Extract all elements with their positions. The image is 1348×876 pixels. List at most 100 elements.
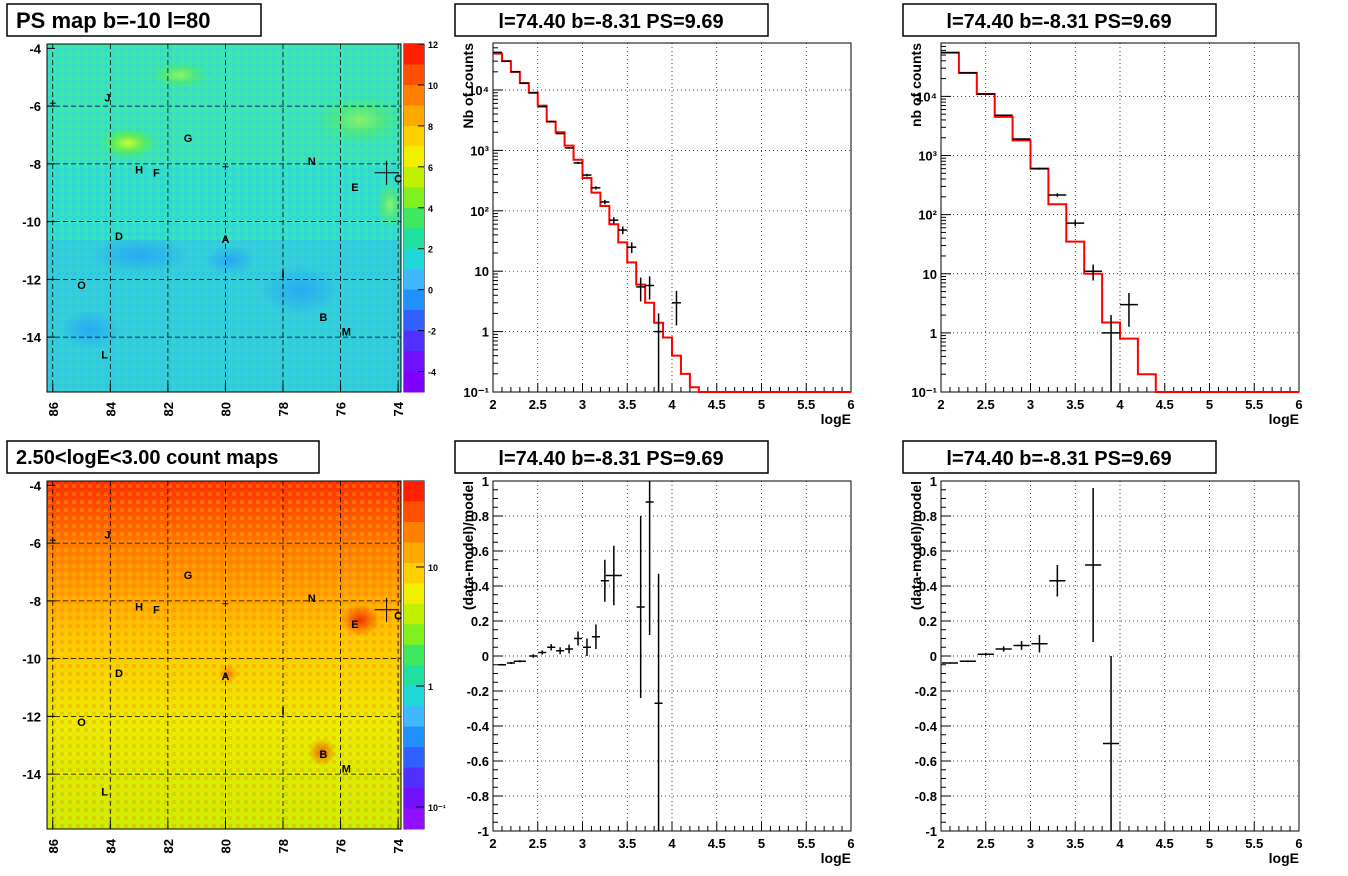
map-source-label: A bbox=[221, 671, 229, 683]
plot-x-tick-label: 3.5 bbox=[618, 836, 636, 851]
colorbar-segment bbox=[404, 330, 424, 352]
map-source-labels: J G N H F C E D A I O B M L bbox=[49, 529, 402, 798]
plot-y-tick-label: 10² bbox=[470, 204, 489, 219]
residual-point bbox=[1031, 635, 1048, 653]
plot-x-tick-label: 5.5 bbox=[1245, 836, 1263, 851]
plot-x-tick-label: 5.5 bbox=[1245, 397, 1263, 412]
plot-y-tick-label: 10³ bbox=[918, 149, 937, 164]
plot-frame bbox=[492, 480, 852, 832]
map-source-label: F bbox=[153, 605, 160, 617]
residual-point bbox=[582, 638, 592, 656]
colorbar-segment bbox=[404, 501, 424, 523]
map-colorbar: 10 1 10⁻¹ bbox=[403, 480, 446, 830]
plot-x-tick-label: 6 bbox=[847, 397, 854, 412]
colorbar-segment bbox=[404, 767, 424, 789]
data-point bbox=[1012, 138, 1031, 140]
colorbar-tick-label: 2 bbox=[428, 245, 433, 255]
plot-y-axis-label: (data-model)/model bbox=[460, 481, 476, 610]
map-x-tick-label: 80 bbox=[218, 839, 233, 853]
plot-y-tick-label: 0.6 bbox=[471, 544, 489, 559]
map-source-label: M bbox=[342, 763, 351, 775]
map-source-label: L bbox=[101, 786, 108, 798]
map-x-tick-label: 80 bbox=[218, 402, 233, 416]
map-x-tick-label: 78 bbox=[276, 839, 291, 853]
colorbar-segment bbox=[404, 371, 424, 393]
plot-x-tick-label: 2.5 bbox=[977, 397, 995, 412]
map-y-tick-label: -12 bbox=[22, 709, 41, 724]
map-x-tick-label: 78 bbox=[276, 402, 291, 416]
map-y-tick-label: -6 bbox=[29, 99, 41, 114]
map-source-label: B bbox=[319, 749, 327, 761]
plot-y-tick-label: -1 bbox=[477, 824, 489, 839]
plot-y-tick-label: 0.4 bbox=[471, 579, 490, 594]
colorbar-segment bbox=[404, 583, 424, 605]
colorbar-segment bbox=[404, 603, 424, 625]
map-source-label: A bbox=[221, 234, 229, 246]
colorbar-segment bbox=[404, 207, 424, 229]
map-source-label: I bbox=[281, 269, 284, 281]
plot-y-tick-label: -0.6 bbox=[915, 754, 937, 769]
colorbar-segment bbox=[404, 562, 424, 584]
data-point bbox=[564, 147, 574, 149]
map-x-tick-label: 82 bbox=[161, 402, 176, 416]
residual-point bbox=[506, 661, 515, 665]
plot-x-tick-label: 2 bbox=[937, 397, 944, 412]
colorbar-segment bbox=[404, 248, 424, 270]
residual-point bbox=[654, 573, 663, 831]
residual-point bbox=[995, 646, 1012, 652]
data-point bbox=[1120, 292, 1138, 327]
plot-x-tick-label: 6 bbox=[847, 836, 854, 851]
spectrum-plot-coarse: l=74.40 b=-8.31 PS=9.69 2 2.5 3 3.5 4 4.5 5 5.5… bbox=[902, 3, 1303, 427]
colorbar-segment bbox=[404, 166, 424, 188]
plot-y-tick-label: 0.8 bbox=[471, 509, 489, 524]
data-point bbox=[573, 161, 583, 165]
map-x-tick-label: 74 bbox=[391, 838, 406, 853]
plot-y-tick-label: -0.6 bbox=[467, 754, 489, 769]
map-x-tick-label: 76 bbox=[334, 402, 349, 416]
map-y-tick-label: -4 bbox=[29, 41, 41, 56]
map-source-label: N bbox=[308, 593, 316, 605]
plot-y-axis-label: (data-model)/model bbox=[908, 481, 924, 610]
map-x-tick-label: 86 bbox=[46, 402, 61, 416]
residual-point bbox=[513, 660, 526, 663]
map-source-label: O bbox=[77, 717, 86, 729]
data-point bbox=[618, 226, 628, 235]
colorbar-segment bbox=[404, 644, 424, 666]
colorbar-segment bbox=[404, 310, 424, 332]
plot-title: l=74.40 b=-8.31 PS=9.69 bbox=[498, 11, 723, 33]
plot-x-axis-label: logE bbox=[821, 850, 851, 866]
plot-x-tick-label: 3.5 bbox=[1066, 397, 1084, 412]
residual-point bbox=[600, 559, 609, 602]
map-y-tick-label: -8 bbox=[29, 594, 41, 609]
plot-frame bbox=[940, 42, 1300, 393]
map-source-label: M bbox=[342, 326, 351, 338]
data-point bbox=[600, 199, 610, 205]
map-x-tick-label: 84 bbox=[103, 838, 118, 853]
count-map-panel: 2.50<logE<3.00 count maps 86 84 82 80 78 76 74… bbox=[6, 440, 446, 853]
model-histogram-line bbox=[493, 52, 851, 393]
plot-x-axis-label: logE bbox=[1269, 411, 1299, 427]
colorbar-segment bbox=[404, 747, 424, 769]
map-y-tick-label: -8 bbox=[29, 157, 41, 172]
map-grid bbox=[47, 481, 401, 829]
residual-point bbox=[497, 663, 506, 666]
plot-x-tick-label: 5 bbox=[758, 836, 765, 851]
colorbar-segment bbox=[404, 788, 424, 810]
data-point bbox=[654, 313, 664, 392]
residual-point bbox=[556, 647, 565, 655]
map-x-tick-label: 82 bbox=[161, 839, 176, 853]
map-source-label: N bbox=[308, 156, 316, 168]
plot-x-tick-label: 5.5 bbox=[797, 836, 815, 851]
map-axes: 86 84 82 80 78 76 74 -4 -6 -8 -10 -12 -14 bbox=[22, 478, 406, 853]
plot-x-tick-label: 3 bbox=[579, 836, 586, 851]
plot-y-tick-label: -0.2 bbox=[915, 684, 937, 699]
map-title-box bbox=[6, 440, 320, 474]
map-title: PS map b=-10 l=80 bbox=[16, 8, 210, 33]
plot-title: l=74.40 b=-8.31 PS=9.69 bbox=[498, 448, 723, 470]
map-source-label: B bbox=[319, 312, 327, 324]
plot-title-box bbox=[902, 440, 1217, 474]
colorbar-tick-label: 10 bbox=[428, 563, 438, 573]
map-source-label: H bbox=[135, 165, 143, 177]
plot-x-tick-label: 5 bbox=[1206, 397, 1213, 412]
plot-y-axis-label: Nb of counts bbox=[460, 43, 476, 129]
